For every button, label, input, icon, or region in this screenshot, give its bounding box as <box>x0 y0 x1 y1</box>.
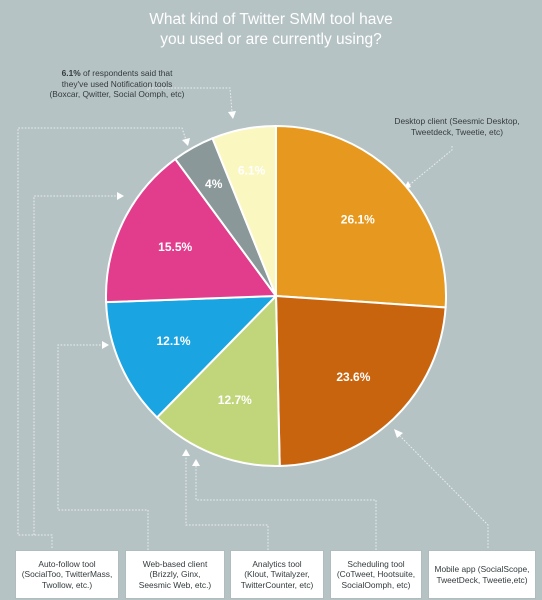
arrow-mobile-app <box>394 429 403 438</box>
label-mobile-app-line-1: Mobile app (SocialScope, <box>434 564 530 574</box>
leader-line-outer-route <box>33 195 118 535</box>
slice-value-scheduling-tool: 4% <box>205 177 223 191</box>
label-analytics-tool-line-1: Analytics tool <box>252 558 302 569</box>
arrow-web-based-client <box>102 341 109 349</box>
label-analytics-tool-line-3: TwitterCounter, etc) <box>240 579 314 590</box>
slice-value-notification-tool: 6.1% <box>238 163 266 177</box>
label-mobile-app: Mobile app (SocialScope, TweetDeck, Twee… <box>428 550 536 599</box>
notification-note-text-1: of respondents said that <box>80 68 173 78</box>
pie-slice-desktop-client <box>275 124 447 309</box>
label-auto-follow-tool-line-1: Auto-follow tool <box>38 558 96 569</box>
pie-slice-web-based-client <box>105 157 278 304</box>
label-web-based-client: Web-based client (Brizzly, Ginx, Seesmic… <box>125 550 225 599</box>
pie-slice-notification-tool <box>211 124 277 297</box>
label-desktop-client-line-1: Desktop client (Seesmic Desktop, <box>394 116 520 126</box>
leader-line-mobile-app <box>397 433 489 548</box>
arrow-notification-note <box>228 111 236 119</box>
label-auto-follow-tool-line-2: (SocialToo, TwitterMass, <box>21 569 113 580</box>
label-desktop-client-line-2: Tweetdeck, Tweetie, etc) <box>410 126 503 137</box>
pie-slice-labels: 26.1% 23.6% 12.7% 12.1% 15.5% 4% 6.1% <box>156 163 375 407</box>
notification-note-strong: 6.1% <box>61 68 81 78</box>
pie-slice-analytics-tool <box>155 293 281 467</box>
arrow-scheduling-tool <box>192 459 200 466</box>
label-mobile-app-line-2: TweetDeck, Tweetie,etc) <box>436 574 528 585</box>
leader-line-analytics-tool <box>185 455 269 550</box>
leader-line-desktop-client <box>407 146 453 187</box>
slice-value-analytics-tool: 12.7% <box>218 393 252 407</box>
leader-line-web-based-client <box>57 344 149 550</box>
slice-value-desktop-client: 26.1% <box>341 213 375 227</box>
label-scheduling-tool-line-3: SocialOomph, etc) <box>341 579 411 590</box>
arrow-outer-route <box>117 192 124 200</box>
chart-title: What kind of Twitter SMM tool have you u… <box>0 10 542 50</box>
notification-note-line-1: 6.1% of respondents said that <box>22 68 212 79</box>
notification-note-line-3: (Boxcar, Qwitter, Social Oomph, etc) <box>49 89 185 99</box>
label-web-based-client-line-2: (Brizzly, Ginx, <box>149 569 201 580</box>
label-scheduling-tool-line-1: Scheduling tool <box>347 558 405 569</box>
slice-value-auto-follow-tool: 12.1% <box>156 334 190 348</box>
label-scheduling-tool: Scheduling tool (CoTweet, Hootsuite, Soc… <box>330 550 422 599</box>
leader-lines <box>17 87 489 550</box>
label-desktop-client: Desktop client (Seesmic Desktop, Tweetde… <box>382 116 532 137</box>
label-auto-follow-tool: Auto-follow tool (SocialToo, TwitterMass… <box>15 550 119 599</box>
arrow-analytics-tool <box>182 449 190 456</box>
label-analytics-tool: Analytics tool (Klout, Twitalyzer, Twitt… <box>230 550 324 599</box>
label-analytics-tool-line-2: (Klout, Twitalyzer, <box>244 569 310 580</box>
leader-line-scheduling-tool <box>195 465 377 550</box>
slice-value-mobile-app: 23.6% <box>336 370 370 384</box>
pie-slice-auto-follow-tool <box>105 294 279 419</box>
slice-value-web-based-client: 15.5% <box>158 240 192 254</box>
notification-note-line-2: they've used Notification tools <box>61 78 173 89</box>
chart-title-line-1: What kind of Twitter SMM tool have <box>149 11 393 28</box>
chart-title-line-2: you used or are currently using? <box>160 31 382 48</box>
arrow-auto-follow-tool <box>182 138 190 146</box>
label-web-based-client-line-3: Seesmic Web, etc.) <box>138 579 212 590</box>
label-web-based-client-line-1: Web-based client <box>142 558 208 569</box>
leader-line-notification-note <box>147 87 233 113</box>
notification-note: 6.1% of respondents said that they've us… <box>22 68 212 100</box>
leader-line-auto-follow-tool <box>17 127 187 548</box>
pie-slices <box>105 124 447 467</box>
pie-slice-mobile-app <box>274 294 447 467</box>
label-auto-follow-tool-line-3: Twollow, etc.) <box>41 579 93 590</box>
label-scheduling-tool-line-2: (CoTweet, Hootsuite, <box>336 569 416 580</box>
